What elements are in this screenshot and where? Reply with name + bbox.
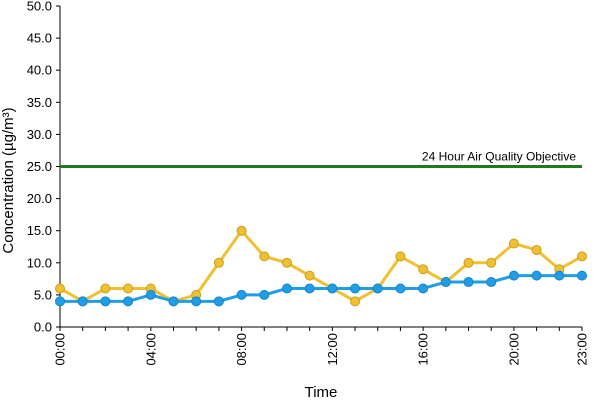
data-point bbox=[236, 225, 247, 236]
x-tick-label: 16:00 bbox=[416, 333, 431, 366]
data-point bbox=[145, 289, 156, 300]
data-point bbox=[395, 251, 406, 262]
reference-line-group: 24 Hour Air Quality Objective bbox=[60, 150, 582, 168]
data-point bbox=[508, 238, 519, 249]
x-tick-label: 12:00 bbox=[325, 333, 340, 366]
x-axis-title: Time bbox=[305, 384, 338, 400]
data-point bbox=[577, 270, 587, 281]
data-point bbox=[372, 283, 383, 294]
data-point bbox=[123, 296, 134, 307]
data-point bbox=[304, 283, 315, 294]
data-point bbox=[259, 251, 270, 262]
data-point bbox=[281, 283, 292, 294]
data-point bbox=[55, 283, 65, 294]
data-point bbox=[577, 251, 587, 262]
data-point bbox=[168, 296, 179, 307]
data-point bbox=[55, 296, 65, 307]
data-point bbox=[531, 270, 542, 281]
x-tick-label: 08:00 bbox=[234, 333, 249, 366]
series-group bbox=[55, 225, 587, 307]
data-point bbox=[418, 264, 429, 275]
data-point bbox=[418, 283, 429, 294]
data-point bbox=[463, 277, 474, 288]
y-tick-label: 45.0 bbox=[27, 31, 52, 46]
y-tick-label: 40.0 bbox=[27, 63, 52, 78]
data-point bbox=[554, 270, 565, 281]
data-point bbox=[259, 289, 270, 300]
data-point bbox=[100, 283, 111, 294]
y-tick-label: 10.0 bbox=[27, 255, 52, 270]
data-point bbox=[531, 244, 542, 255]
data-point bbox=[213, 257, 224, 268]
data-point bbox=[123, 283, 134, 294]
data-point bbox=[350, 296, 361, 307]
data-point bbox=[213, 296, 224, 307]
x-tick-label: 20:00 bbox=[506, 333, 521, 366]
data-point bbox=[281, 257, 292, 268]
data-point bbox=[191, 296, 202, 307]
data-point bbox=[100, 296, 111, 307]
y-tick-label: 15.0 bbox=[27, 223, 52, 238]
data-point bbox=[508, 270, 519, 281]
x-axis-ticks: 00:00 04:00 08:00 12:00 16:00 20:00 23:00 bbox=[53, 327, 590, 366]
y-axis-ticks: 0.0 5.0 10.0 15.0 20.0 25.0 30.0 35.0 40.0 45.0 50… bbox=[27, 0, 60, 335]
data-point bbox=[350, 283, 361, 294]
data-point bbox=[304, 270, 315, 281]
data-point bbox=[395, 283, 406, 294]
data-point bbox=[486, 257, 497, 268]
y-tick-label: 25.0 bbox=[27, 159, 52, 174]
data-point bbox=[486, 277, 497, 288]
x-tick-label: 23:00 bbox=[575, 333, 590, 366]
data-point bbox=[236, 289, 247, 300]
y-tick-label: 0.0 bbox=[34, 320, 52, 335]
data-point bbox=[327, 283, 338, 294]
data-point bbox=[440, 277, 451, 288]
y-tick-label: 30.0 bbox=[27, 127, 52, 142]
x-tick-label: 00:00 bbox=[53, 333, 68, 366]
series-2 bbox=[55, 270, 587, 307]
y-tick-label: 20.0 bbox=[27, 191, 52, 206]
y-tick-label: 35.0 bbox=[27, 95, 52, 110]
series-line bbox=[59, 229, 583, 303]
data-point bbox=[77, 296, 88, 307]
data-point bbox=[463, 257, 474, 268]
series-1 bbox=[55, 225, 587, 307]
y-tick-label: 5.0 bbox=[34, 287, 52, 302]
reference-line-label: 24 Hour Air Quality Objective bbox=[422, 150, 576, 164]
x-tick-label: 04:00 bbox=[143, 333, 158, 366]
y-axis-title: Concentration (µg/m³) bbox=[0, 107, 17, 253]
y-tick-label: 50.0 bbox=[27, 0, 52, 14]
